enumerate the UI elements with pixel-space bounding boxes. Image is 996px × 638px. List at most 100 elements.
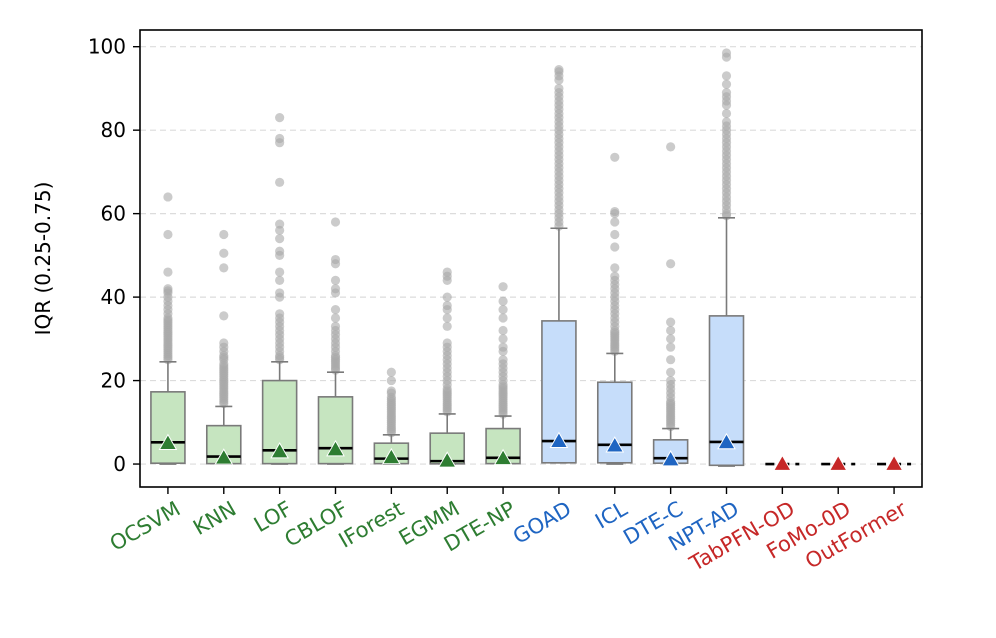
box-group-npt-ad <box>708 48 745 467</box>
outlier-point <box>442 338 452 348</box>
outlier-point <box>498 334 508 344</box>
outlier-point <box>721 79 732 89</box>
outlier-point <box>330 284 341 294</box>
outlier-point <box>498 313 508 323</box>
outlier-point <box>721 48 732 58</box>
y-tick-label-80: 80 <box>101 118 126 142</box>
box-group-lof <box>261 113 298 465</box>
y-tick-label-60: 60 <box>101 202 126 226</box>
outlier-point <box>610 229 620 240</box>
outlier-point <box>666 317 676 327</box>
outlier-point <box>666 142 676 152</box>
mean-marker <box>661 449 681 467</box>
mean-marker <box>158 433 178 451</box>
outlier-point <box>666 334 676 344</box>
box-group-dte-c <box>652 142 689 467</box>
x-tick-label-knn: KNN <box>189 497 240 540</box>
box-group-ocsvm <box>150 192 186 465</box>
plot-frame <box>139 29 923 488</box>
outlier-point <box>386 367 396 377</box>
box-group-cblof <box>317 217 354 465</box>
box-group-icl <box>596 152 633 465</box>
outlier-point <box>275 133 285 144</box>
box-group-outformer <box>877 454 912 471</box>
outlier-point <box>554 83 564 94</box>
mean-marker <box>214 448 234 465</box>
box-group-iforest <box>373 367 410 465</box>
outlier-point <box>275 113 285 123</box>
outlier-point <box>442 292 452 302</box>
outlier-point <box>498 342 508 352</box>
outlier-point <box>330 275 341 286</box>
outlier-point <box>610 217 620 227</box>
mean-marker <box>772 454 792 471</box>
outlier-point <box>275 275 285 286</box>
outlier-point <box>554 65 564 75</box>
outlier-point <box>163 229 173 240</box>
mean-marker <box>549 431 569 448</box>
mean-marker <box>884 454 904 471</box>
box-group-goad <box>541 65 577 464</box>
outlier-point <box>275 234 285 244</box>
outlier-point <box>498 325 508 336</box>
outlier-point <box>275 267 285 277</box>
outlier-point <box>275 309 285 319</box>
y-axis: 0 20 40 60 80 100 <box>88 35 140 476</box>
outlier-point <box>666 325 676 336</box>
outlier-point <box>163 267 173 277</box>
outlier-point <box>442 321 452 331</box>
mean-marker <box>717 432 736 450</box>
outlier-point <box>219 229 229 240</box>
outlier-point <box>610 263 620 273</box>
box-group-knn <box>205 229 242 465</box>
outlier-point <box>275 219 285 229</box>
plot-area <box>150 48 912 471</box>
y-tick-label-0: 0 <box>113 452 126 476</box>
iqr-box <box>150 391 186 465</box>
y-tick-label-20: 20 <box>101 369 126 393</box>
outlier-point <box>721 108 732 119</box>
outlier-point <box>498 305 508 315</box>
outlier-point <box>721 71 732 81</box>
outlier-point <box>163 192 173 202</box>
box-group-dte-np <box>485 282 521 466</box>
outlier-point <box>498 296 508 306</box>
outlier-point <box>442 267 452 277</box>
outlier-point <box>275 288 285 298</box>
mean-marker <box>493 448 513 466</box>
y-tick-label-100: 100 <box>88 35 126 59</box>
outlier-point <box>610 206 620 217</box>
outlier-point <box>275 246 285 256</box>
box-group-egmm <box>429 267 466 468</box>
mean-marker <box>326 439 345 457</box>
outlier-point <box>666 375 676 386</box>
outlier-point <box>666 259 676 269</box>
outlier-point <box>666 342 676 352</box>
outlier-point <box>275 177 285 187</box>
outlier-point <box>219 248 229 258</box>
outlier-point <box>498 355 508 365</box>
x-tick-label-goad: GOAD <box>509 497 576 549</box>
mean-marker <box>605 436 625 453</box>
mean-marker <box>270 442 290 459</box>
outlier-point <box>386 386 396 396</box>
outlier-point <box>386 375 396 386</box>
outlier-point <box>442 313 452 323</box>
outlier-point <box>498 282 508 292</box>
outlier-point <box>610 242 620 252</box>
y-tick-label-40: 40 <box>101 285 126 309</box>
grid-lines <box>140 46 922 465</box>
box-group-tabpfn-od <box>765 454 800 471</box>
x-tick-label-ocsvm: OCSVM <box>106 497 185 556</box>
mean-marker <box>381 447 401 465</box>
outlier-point <box>219 263 229 273</box>
outlier-point <box>330 305 341 315</box>
box-group-fomo-0d <box>821 454 856 471</box>
outlier-point <box>721 88 732 98</box>
outlier-point <box>721 117 732 127</box>
outlier-point <box>666 355 676 365</box>
outlier-point <box>610 271 620 281</box>
